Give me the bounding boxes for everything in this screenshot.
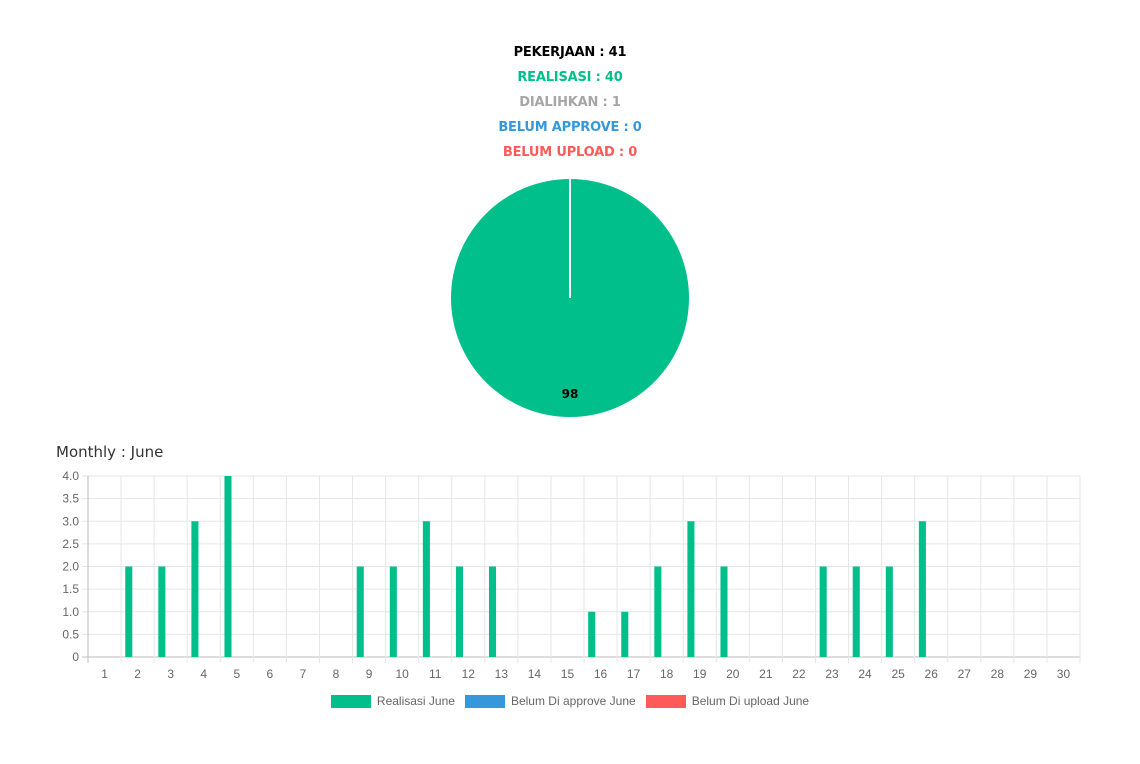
legend-label-belum-approve: Belum Di approve June [510,694,636,708]
pie-chart-svg[interactable]: 98 [449,177,691,419]
x-tick-label: 28 [991,667,1005,681]
x-tick-label: 24 [858,667,872,681]
y-tick-label: 3.5 [62,492,79,506]
bar-realisasi-june-13[interactable] [488,566,497,658]
x-tick-label: 2 [134,667,141,681]
x-tick-label: 4 [200,667,207,681]
legend-item-belum-upload[interactable]: Belum Di upload June [645,694,810,708]
dialihkan-count: DIALIHKAN : 1 [519,95,621,110]
x-tick-label: 3 [167,667,174,681]
x-tick-label: 9 [366,667,373,681]
bar-realisasi-june-11[interactable] [422,521,430,657]
belum-upload-count: BELUM UPLOAD : 0 [502,145,638,160]
bar-realisasi-june-25[interactable] [885,566,893,658]
bar-realisasi-june-5[interactable] [224,476,232,657]
x-tick-label: 14 [528,667,542,681]
bar-realisasi-june-19[interactable] [687,521,695,657]
bar-realisasi-june-10[interactable] [389,566,397,658]
x-tick-label: 6 [267,667,274,681]
realisasi-count: REALISASI : 40 [517,70,623,85]
x-tick-label: 26 [925,667,939,681]
bar-realisasi-june-17[interactable] [621,611,629,657]
legend-item-belum-approve[interactable]: Belum Di approve June [464,694,636,708]
x-tick-label: 23 [825,667,839,681]
legend-swatch-belum-upload [645,694,686,708]
legend-item-realisasi[interactable]: Realisasi June [330,694,455,708]
y-tick-label: 0.5 [62,627,79,641]
x-tick-label: 1 [101,667,108,681]
pekerjaan-count: PEKERJAAN : 41 [513,45,627,60]
x-tick-label: 19 [693,667,707,681]
x-tick-label: 5 [233,667,240,681]
x-tick-label: 17 [627,667,641,681]
bar-realisasi-june-4[interactable] [191,521,199,657]
bar-realisasi-june-9[interactable] [356,566,364,658]
bar-realisasi-june-18[interactable] [654,566,662,658]
bar-realisasi-june-16[interactable] [588,611,596,657]
belum-approve-count: BELUM APPROVE : 0 [498,120,642,135]
x-tick-label: 13 [495,667,509,681]
y-tick-label: 1.5 [62,582,79,596]
chart-legend: Realisasi June Belum Di approve June Bel… [0,694,1140,708]
bar-realisasi-june-12[interactable] [455,566,463,658]
x-tick-label: 20 [726,667,740,681]
x-tick-label: 7 [300,667,307,681]
y-tick-label: 2.0 [62,560,79,574]
x-tick-label: 18 [660,667,674,681]
bar-realisasi-june-20[interactable] [720,566,728,658]
y-tick-label: 4.0 [62,469,79,483]
y-tick-label: 1.0 [62,605,79,619]
x-tick-label: 11 [429,667,442,681]
pie-data-label-0: 98 [562,387,579,401]
x-tick-label: 25 [891,667,905,681]
summary-stats: PEKERJAAN : 41 REALISASI : 40 DIALIHKAN … [0,40,1140,165]
bar-realisasi-june-3[interactable] [158,566,166,658]
x-tick-label: 10 [395,667,409,681]
bar-realisasi-june-24[interactable] [852,566,860,658]
bar-realisasi-june-26[interactable] [918,521,926,657]
legend-label-realisasi: Realisasi June [376,694,455,708]
x-tick-label: 15 [561,667,575,681]
x-tick-label: 22 [792,667,806,681]
monthly-title: Monthly : June [56,443,164,461]
bar-realisasi-june-2[interactable] [125,566,133,658]
pie-chart[interactable]: 98 [449,177,691,419]
x-tick-label: 30 [1057,667,1071,681]
y-tick-label: 3.0 [62,514,79,528]
legend-label-belum-upload: Belum Di upload June [691,694,810,708]
legend-swatch-realisasi [330,694,371,708]
x-tick-label: 8 [333,667,340,681]
bar-chart[interactable]: 00.51.01.52.02.53.03.54.01 2 3 4 5 6 7 8 9 10 11 12… [0,460,1140,685]
x-tick-label: 29 [1024,667,1038,681]
x-tick-label: 16 [594,667,608,681]
x-tick-label: 12 [462,667,476,681]
y-tick-label: 0 [72,650,79,664]
legend-swatch-belum-approve [464,694,505,708]
y-tick-label: 2.5 [62,537,79,551]
x-tick-label: 27 [958,667,972,681]
x-tick-label: 21 [759,667,773,681]
bar-realisasi-june-23[interactable] [819,566,827,658]
